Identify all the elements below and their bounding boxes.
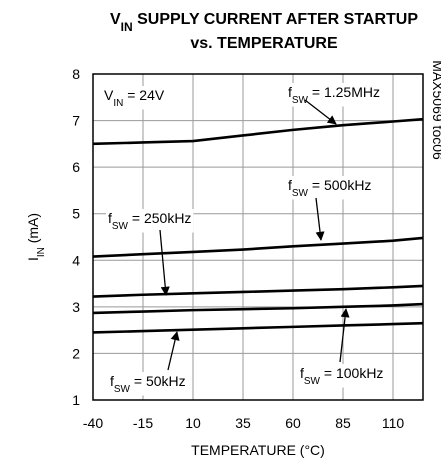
- x-tick-label: -40: [83, 415, 103, 431]
- series-label: fSW = 500kHz: [288, 177, 371, 199]
- data-line: [92, 284, 424, 298]
- condition-label-rest: = 24V: [123, 87, 165, 103]
- y-tick-label: 4: [72, 252, 80, 268]
- chart-title-main: V: [110, 11, 121, 28]
- series-label-sub: SW: [112, 221, 129, 232]
- label-bg: [108, 372, 188, 396]
- plot-frame: [92, 73, 424, 401]
- label-bg: [286, 83, 382, 107]
- series-label-sub: SW: [304, 376, 321, 387]
- y-tick-label: 2: [72, 345, 80, 361]
- series-label-main: f: [300, 365, 304, 381]
- data-line: [92, 117, 424, 146]
- arrows: [159, 99, 350, 371]
- x-tick-label: 85: [335, 415, 351, 431]
- series-label-main: f: [108, 210, 112, 226]
- series-label: fSW = 250kHz: [108, 210, 191, 232]
- y-tick-label: 5: [72, 206, 80, 222]
- series-label-rest: = 1.25MHz: [308, 84, 380, 100]
- x-tick-label: 35: [235, 415, 251, 431]
- chart-title: VIN SUPPLY CURRENT AFTER STARTUP: [110, 11, 418, 34]
- series-label-rest: = 100kHz: [320, 365, 383, 381]
- condition-label: VIN = 24V: [104, 87, 165, 109]
- y-tick-label: 7: [72, 113, 80, 129]
- arrow: [339, 308, 350, 363]
- series-label-rest: = 50kHz: [130, 373, 186, 389]
- chart-subtitle: vs. TEMPERATURE: [190, 35, 338, 52]
- series-label-sub: SW: [292, 188, 309, 199]
- series-label-sub: SW: [114, 384, 131, 395]
- arrow: [159, 229, 170, 296]
- data-line: [92, 236, 424, 258]
- series-label-sub: SW: [292, 95, 309, 106]
- label-bg: [106, 209, 194, 233]
- y-tick-label: 3: [72, 299, 80, 315]
- y-tick-label: 6: [72, 159, 80, 175]
- label-bg: [298, 364, 386, 388]
- x-axis-label: TEMPERATURE (°C): [191, 442, 325, 458]
- chart-title-rest: SUPPLY CURRENT AFTER STARTUP: [133, 11, 419, 28]
- series-label: fSW = 100kHz: [300, 365, 383, 387]
- x-tick-label: 10: [185, 415, 201, 431]
- series-label-main: f: [288, 84, 292, 100]
- series-label: fSW = 50kHz: [110, 373, 186, 395]
- y-axis-label-sub: IN: [36, 247, 47, 257]
- y-axis-label: IIN (mA): [25, 213, 47, 261]
- y-tick-label: 1: [72, 392, 80, 408]
- x-tick-label: 110: [382, 415, 405, 431]
- condition-label-main: V: [104, 87, 114, 103]
- x-tick-label: 60: [285, 415, 301, 431]
- y-tick-label: 8: [72, 66, 80, 82]
- label-bg: [286, 176, 374, 200]
- data-line: [92, 302, 424, 315]
- series-label-rest: = 500kHz: [308, 177, 371, 193]
- arrow: [167, 331, 180, 371]
- series-label-main: f: [110, 373, 114, 389]
- side-note: MAX5069 toc06: [430, 60, 441, 160]
- arrow: [315, 197, 325, 241]
- label-bg: [102, 86, 167, 110]
- y-axis-label-main: I: [25, 257, 41, 261]
- y-axis-label-rest: (mA): [25, 213, 41, 247]
- series-label: fSW = 1.25MHz: [288, 84, 380, 106]
- arrow: [304, 99, 337, 125]
- condition-label-sub: IN: [113, 98, 123, 109]
- series-label-main: f: [288, 177, 292, 193]
- series-label-rest: = 250kHz: [128, 210, 191, 226]
- chart-title-sub: IN: [121, 20, 133, 34]
- data-line: [92, 321, 424, 334]
- x-tick-label: -15: [133, 415, 153, 431]
